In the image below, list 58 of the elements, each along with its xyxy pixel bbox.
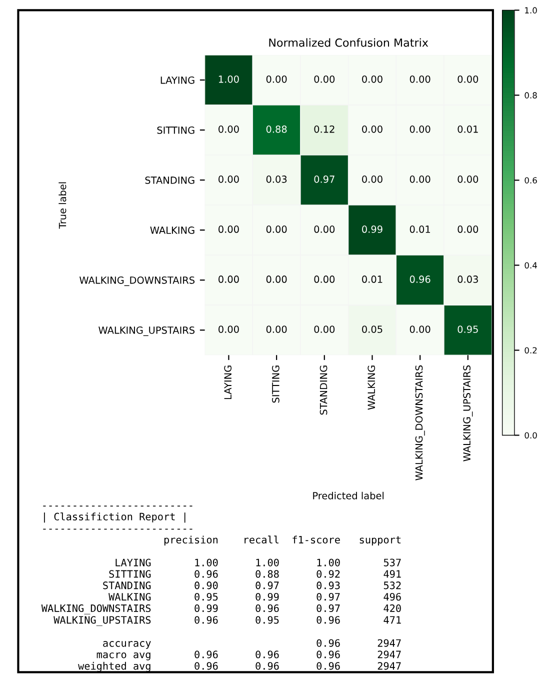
y-axis-title: True label	[58, 182, 66, 229]
data-label: 0.00	[410, 326, 430, 333]
data-label: 0.01	[458, 125, 478, 133]
data-label: 0.00	[410, 75, 430, 83]
data-label: 0.01	[410, 226, 430, 233]
x-tick-label: WALKING_UPSTAIRS	[463, 365, 473, 462]
data-label: 0.95	[458, 326, 478, 333]
data-label: 0.00	[314, 226, 335, 233]
color-bar-label: 0.0	[524, 432, 537, 439]
data-label: 0.97	[314, 176, 334, 183]
y-tick-label: LAYING	[160, 76, 194, 84]
x-tick-label: STANDING	[320, 366, 328, 415]
data-label: 0.99	[362, 226, 382, 233]
data-label: 0.00	[458, 176, 478, 183]
x-tick-label: SITTING	[272, 366, 280, 403]
data-label: 0.01	[362, 276, 382, 283]
data-label: 0.00	[266, 326, 287, 333]
chart-title: Normalized Confusion Matrix	[269, 38, 428, 47]
color-bar-label: 0.4	[524, 262, 537, 268]
data-label: 0.00	[266, 276, 287, 283]
data-label: 0.00	[314, 75, 335, 83]
data-label: 0.00	[266, 226, 287, 233]
y-tick-label: WALKING_DOWNSTAIRS	[80, 276, 195, 286]
data-label: 0.03	[266, 176, 287, 183]
data-label: 1.00	[218, 75, 239, 83]
data-label: 0.00	[458, 226, 478, 233]
text: ------------------------- | Classifiction Report | ------------------------- precision recall f1-score support LAYING 1.00 1.00 1.00 537 SITTING 0.96 0.88 0.92 491 STANDING 0.90 0.97 0.93 532 WALKING 0.95 0.99 0.97 496 WALKING_DOWNSTAIRS 0.99 0.96 0.97 420 WALKING_UPSTAIRS 0.96 0.95 0.96 471 accuracy 0.96 2947 macro avg 0.96 0.96 0.96 2947 weighted avg 0.96 0.96 0.96 2947	[41, 506, 401, 672]
x-tick-label: LAYING	[224, 366, 232, 400]
data-label: 0.05	[362, 326, 382, 333]
x-tick-label: WALKING	[368, 366, 376, 410]
data-label: 0.00	[218, 125, 239, 133]
color-bar-label: 0.8	[524, 92, 537, 98]
data-label: 0.03	[458, 276, 478, 283]
color-bar-label: 0.6	[524, 177, 537, 184]
data-label: 0.88	[266, 125, 287, 133]
data-label: 0.00	[218, 276, 239, 283]
x-tick-label: WALKING_DOWNSTAIRS	[415, 365, 425, 480]
color-bar-label: 0.2	[524, 347, 537, 354]
data-label: 0.00	[410, 125, 430, 133]
y-tick-label: WALKING	[150, 226, 194, 234]
data-label: 0.00	[362, 125, 382, 133]
y-tick-label: SITTING	[157, 126, 194, 134]
y-tick-label: WALKING_UPSTAIRS	[98, 326, 195, 336]
data-label: 0.00	[362, 75, 382, 83]
x-axis-title: Predicted label	[313, 492, 384, 500]
data-label: 0.96	[410, 276, 430, 283]
data-label: 0.00	[218, 226, 239, 233]
data-label: 0.00	[266, 75, 287, 83]
data-label: 0.00	[314, 326, 335, 333]
data-label: 0.00	[314, 276, 335, 283]
data-label: 0.00	[410, 176, 430, 183]
y-tick-label: STANDING	[145, 176, 194, 184]
data-label: 0.00	[458, 75, 478, 83]
data-label: 0.00	[362, 176, 382, 183]
data-label: 0.00	[218, 176, 239, 183]
data-label: 0.12	[314, 125, 334, 133]
color-bar-label: 1.0	[525, 7, 537, 14]
data-label: 0.00	[218, 326, 239, 333]
